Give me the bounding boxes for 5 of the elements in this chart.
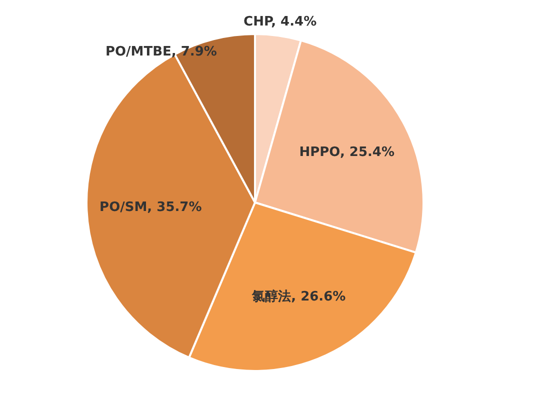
slice-label: PO/MTBE, 7.9% — [105, 44, 217, 60]
slice-label: PO/SM, 35.7% — [100, 200, 202, 215]
slice-label: CHP, 4.4% — [244, 14, 317, 30]
slice-label: HPPO, 25.4% — [299, 145, 394, 160]
slice-label: 氯醇法, 26.6% — [251, 288, 346, 305]
